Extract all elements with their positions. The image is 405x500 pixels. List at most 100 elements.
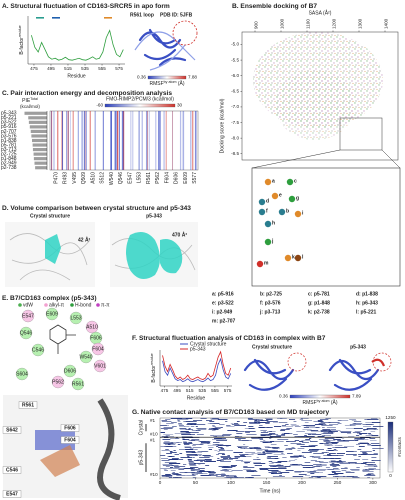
contact-stripe <box>160 468 172 469</box>
contact-stripe <box>340 432 351 433</box>
contact-stripe <box>188 460 193 461</box>
contact-stripe <box>196 460 199 461</box>
contact-stripe <box>242 456 252 457</box>
contact-stripe <box>243 422 248 423</box>
contact-stripe <box>240 447 248 448</box>
contact-stripe <box>275 452 284 453</box>
contact-stripe <box>248 477 253 478</box>
contact-stripe <box>326 445 330 446</box>
contact-stripe <box>254 421 260 422</box>
contact-stripe <box>246 434 257 435</box>
contact-stripe <box>263 431 267 432</box>
bar <box>28 120 47 124</box>
contact-stripe <box>161 436 168 437</box>
contact-stripe <box>240 448 246 449</box>
contact-stripe <box>367 464 373 465</box>
contact-stripe <box>262 452 266 453</box>
contact-stripe <box>174 454 179 455</box>
row-label: p5-343 <box>1 111 17 117</box>
contact-stripe <box>301 465 314 466</box>
contact-stripe <box>179 429 187 430</box>
contact-stripe <box>273 454 285 455</box>
contact-stripe <box>200 475 212 476</box>
x-tick-label: 250 <box>334 480 342 485</box>
column-label: A510 <box>90 172 96 184</box>
contact-stripe <box>256 457 259 458</box>
residue-node <box>93 359 107 373</box>
contact-stripe <box>369 438 376 439</box>
contact-stripe <box>171 465 179 466</box>
contact-stripe <box>256 419 263 420</box>
contact-stripe <box>291 425 299 426</box>
column-label: L553 <box>137 172 143 183</box>
group-label: p5-343 <box>138 450 144 466</box>
contact-stripe <box>370 418 378 419</box>
contact-stripe <box>362 459 369 460</box>
contact-stripe <box>163 443 174 444</box>
contact-stripe <box>335 476 345 477</box>
energy-stripe <box>159 111 161 170</box>
contact-stripe <box>329 464 340 465</box>
contact-stripe <box>328 431 338 432</box>
contact-stripe <box>163 429 168 430</box>
residue-node <box>31 343 45 357</box>
contact-stripe <box>257 454 266 455</box>
contact-stripe <box>296 444 305 445</box>
contact-stripe <box>242 454 254 455</box>
contact-stripe <box>221 473 225 474</box>
contact-stripe <box>180 433 191 434</box>
contact-stripe <box>317 420 323 421</box>
panel-title: D. Volume comparison between crystal str… <box>2 205 191 212</box>
energy-stripe <box>116 111 118 170</box>
contact-stripe <box>227 475 237 476</box>
contact-stripe <box>192 475 195 476</box>
residue-label: V601 <box>94 363 106 369</box>
pose-label: h <box>272 220 275 226</box>
pose-label: g <box>296 195 299 201</box>
energy-stripe <box>194 111 196 170</box>
contact-stripe <box>328 430 341 431</box>
residue-node <box>45 307 59 321</box>
contact-stripe <box>188 440 200 441</box>
contact-stripe <box>259 469 269 470</box>
contact-stripe <box>217 419 228 420</box>
energy-stripe <box>155 111 157 170</box>
contact-stripe <box>240 455 245 456</box>
contact-stripe <box>195 430 201 431</box>
contact-stripe <box>266 457 272 458</box>
docking-pose <box>271 192 279 200</box>
contact-stripe <box>184 446 191 447</box>
energy-stripe <box>62 111 63 170</box>
column-label: R493 <box>63 172 69 184</box>
axis-label: B-factorresidue <box>18 25 25 54</box>
energy-stripe <box>77 111 79 170</box>
bar <box>29 125 47 129</box>
legend-swatch <box>18 303 22 307</box>
docking-pose <box>288 195 296 203</box>
contact-stripe <box>193 420 203 421</box>
colorbar-tick: 1250 <box>385 415 396 420</box>
contact-stripe <box>294 440 300 441</box>
contact-stripe <box>352 477 360 478</box>
contact-stripe <box>259 468 268 469</box>
contact-stripe <box>337 420 342 421</box>
contact-stripe <box>244 431 256 432</box>
contact-stripe <box>331 471 335 472</box>
contact-stripe <box>266 419 273 420</box>
contact-stripe <box>190 467 199 468</box>
docking-pose <box>258 208 266 216</box>
contact-stripe <box>330 458 341 459</box>
contact-stripe <box>303 425 316 426</box>
axis-label-part: Total <box>30 97 38 101</box>
column-label: D606 <box>174 172 180 184</box>
contact-stripe <box>253 462 261 463</box>
contact-stripe <box>263 453 272 454</box>
contact-stripe <box>298 474 307 475</box>
contact-stripe <box>208 447 214 448</box>
energy-stripe <box>121 111 123 170</box>
residue-node <box>91 342 105 356</box>
contact-stripe <box>178 425 184 426</box>
contact-stripe <box>350 469 360 470</box>
contact-stripe <box>166 446 173 447</box>
contact-stripe <box>225 421 228 422</box>
